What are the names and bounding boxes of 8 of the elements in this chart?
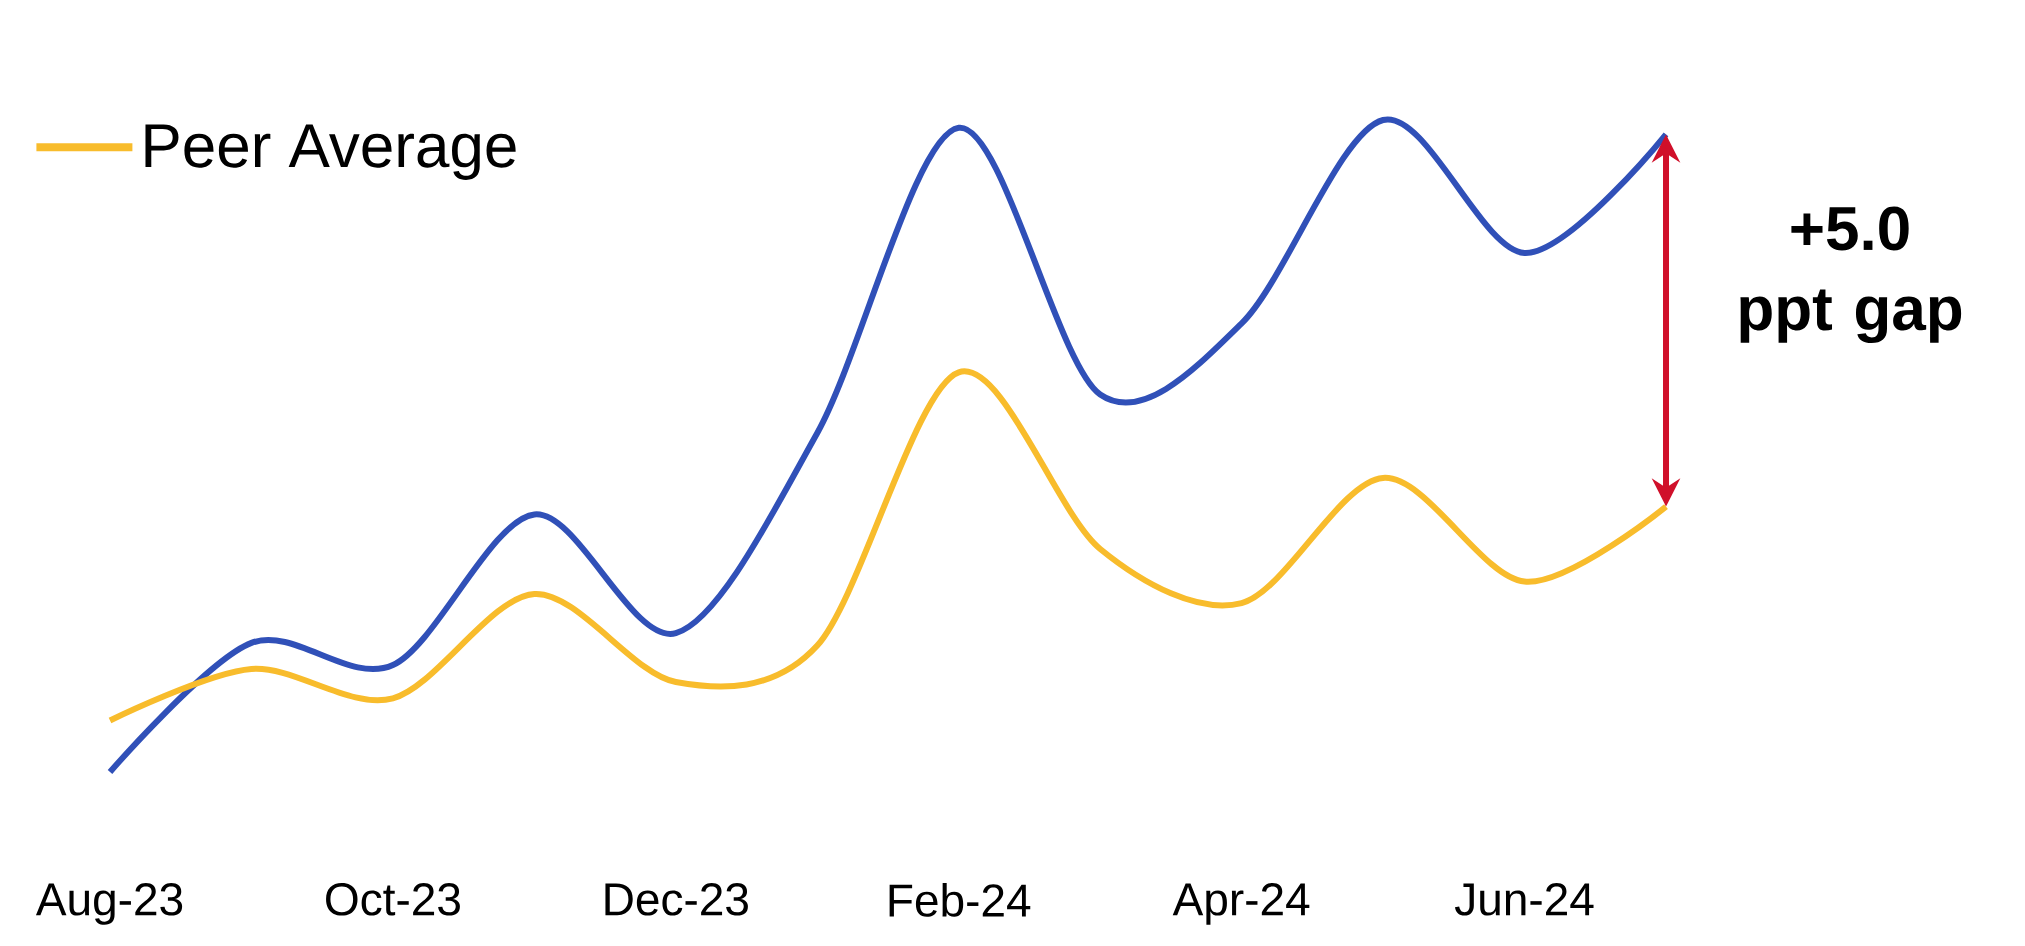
text: +5.0 ppt gap <box>1740 206 1962 344</box>
x-tick-label: Dec-23 <box>605 883 748 916</box>
x-tick-label: Jun-24 <box>1454 883 1594 916</box>
x-tick-label: Apr-24 <box>1172 883 1310 925</box>
legend-label: Peer Average <box>145 124 516 180</box>
x-tick-label: Oct-23 <box>326 883 460 916</box>
x-tick-label: Feb-24 <box>889 883 1031 917</box>
x-tick-label: Aug-23 <box>35 883 183 925</box>
